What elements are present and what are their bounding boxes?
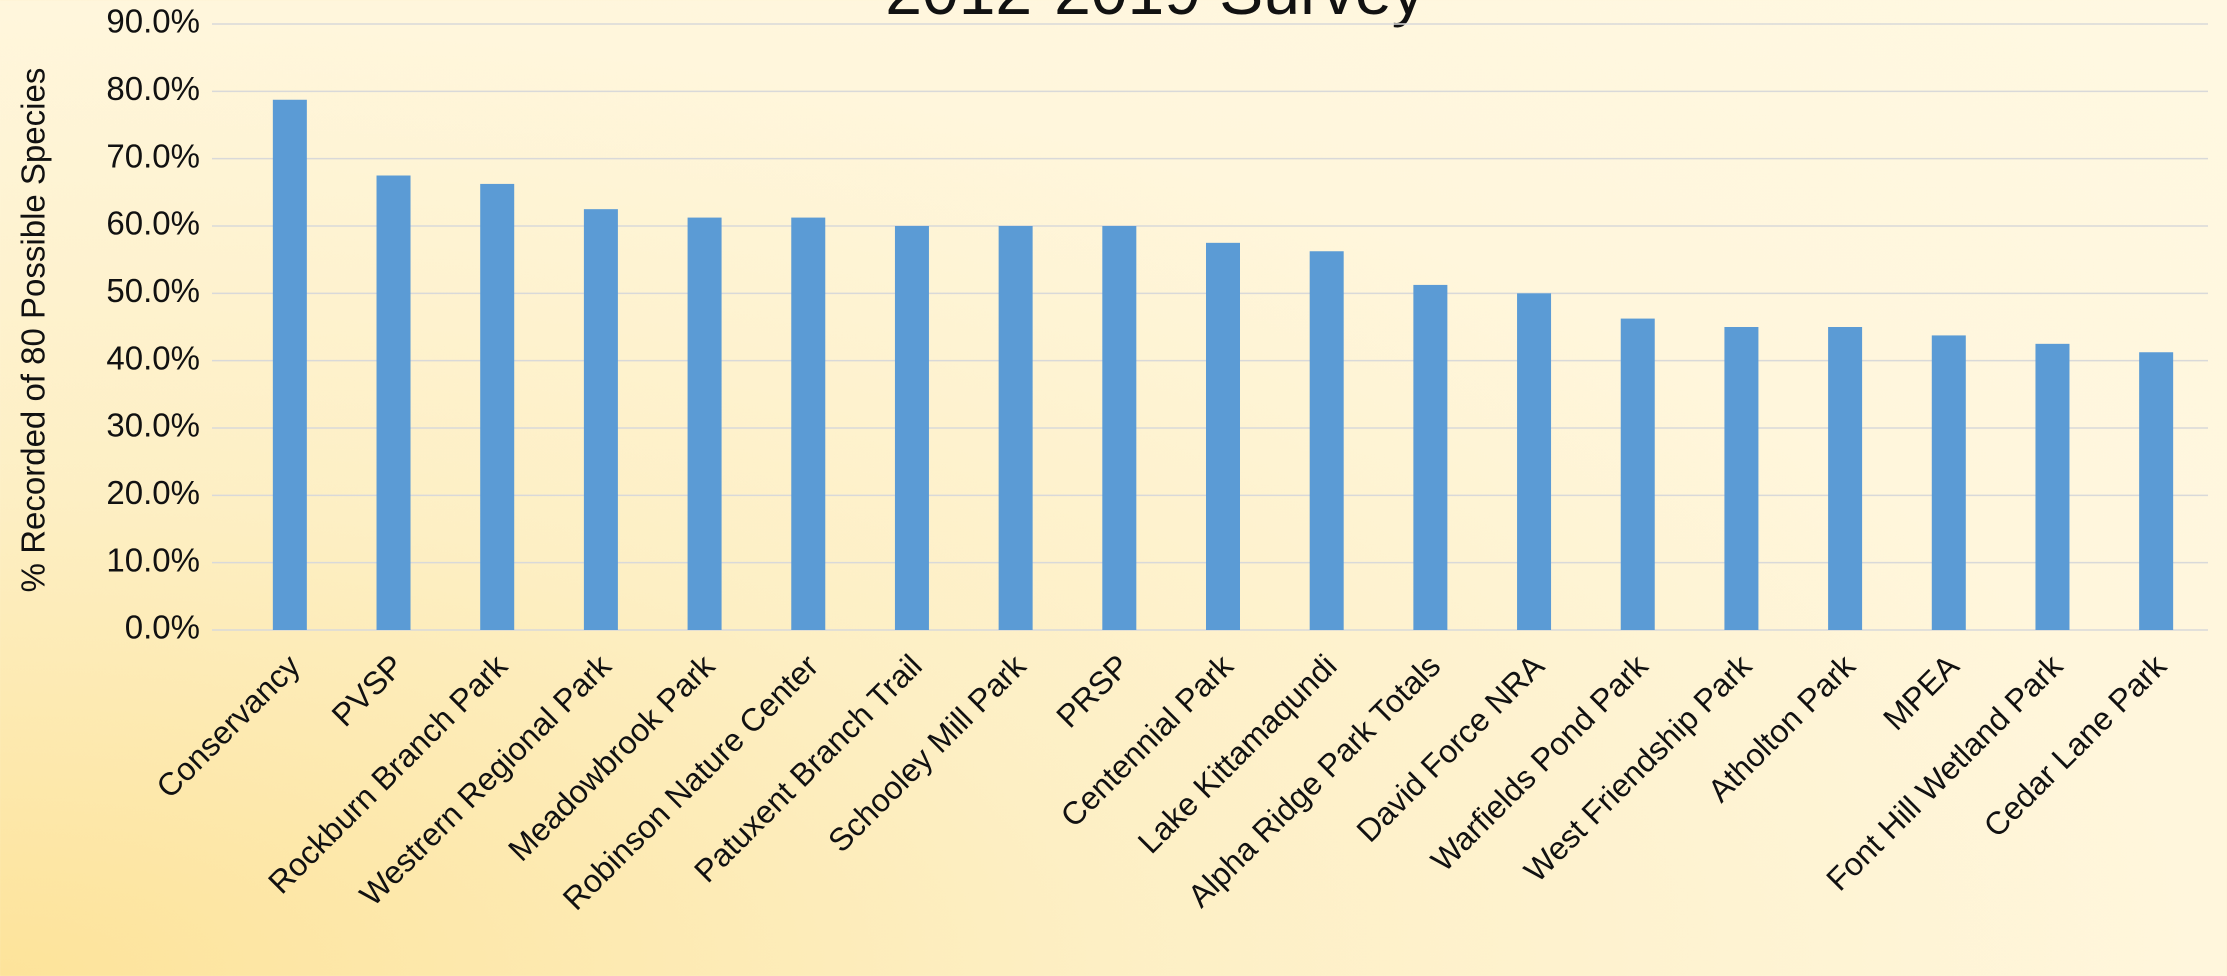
- x-tick-label: PRSP: [1049, 647, 1136, 734]
- bar: [1517, 293, 1552, 630]
- x-tick-label: Schooley Mill Park: [821, 647, 1033, 859]
- y-tick-label: 90.0%: [106, 3, 200, 40]
- bar: [376, 175, 411, 630]
- bar: [272, 99, 307, 630]
- bar: [480, 183, 515, 630]
- x-tick-label: David Force NRA: [1350, 647, 1552, 849]
- x-tick-label: Cedar Lane Park: [1977, 647, 2174, 844]
- x-tick-label: Lake Kittamaqundi: [1131, 647, 1344, 860]
- x-tick-label: Conservancy: [149, 647, 307, 805]
- bar: [2035, 343, 2070, 630]
- y-tick-label: 80.0%: [106, 70, 200, 107]
- y-tick-label: 60.0%: [106, 205, 200, 242]
- y-axis-label: % Recorded of 80 Possible Species: [15, 68, 52, 593]
- bar: [791, 217, 826, 631]
- bar: [894, 226, 929, 630]
- bar: [1828, 327, 1863, 630]
- y-tick-label: 10.0%: [106, 541, 200, 578]
- bar: [2139, 352, 2174, 630]
- x-tick-label: Centennial Park: [1053, 647, 1240, 834]
- bar: [998, 226, 1033, 630]
- bar: [1724, 327, 1759, 630]
- y-tick-label: 20.0%: [106, 474, 200, 511]
- bar: [1102, 226, 1137, 630]
- bar: [1309, 251, 1344, 630]
- y-tick-label: 30.0%: [106, 407, 200, 444]
- y-tick-label: 40.0%: [106, 339, 200, 376]
- bar: [1413, 284, 1448, 630]
- x-tick-label: PVSP: [325, 647, 411, 733]
- y-tick-label: 70.0%: [106, 137, 200, 174]
- bar: [1931, 335, 1966, 630]
- bar: [687, 217, 722, 631]
- y-tick-label: 50.0%: [106, 272, 200, 309]
- x-tick-label: MPEA: [1876, 647, 1966, 737]
- bar: [1206, 242, 1240, 631]
- bar: [583, 209, 618, 630]
- bar: [1620, 318, 1655, 630]
- y-tick-label: 0.0%: [125, 609, 200, 646]
